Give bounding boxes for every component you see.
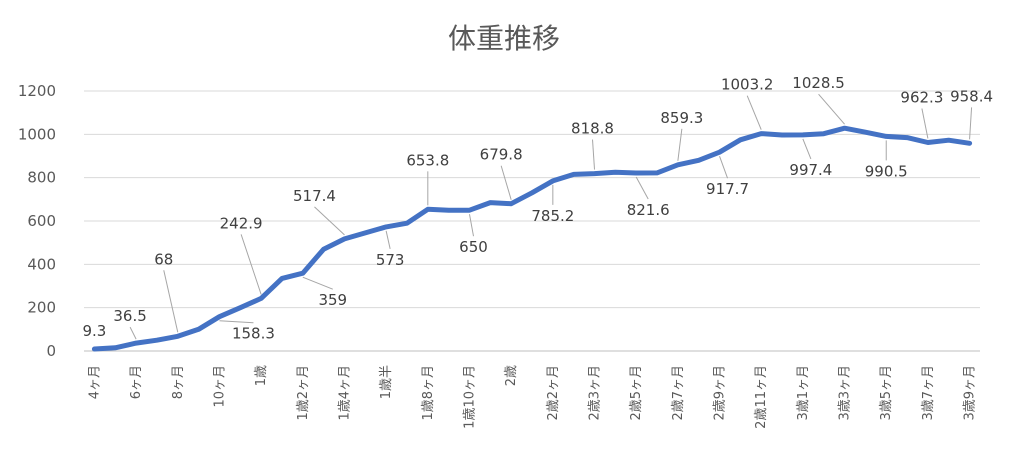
data-label: 573 xyxy=(376,251,405,269)
x-tick-label: 2歳 xyxy=(504,365,519,386)
data-label: 958.4 xyxy=(950,87,993,105)
y-tick-label: 800 xyxy=(27,169,56,187)
x-tick-label: 1歳4ヶ月 xyxy=(337,365,352,421)
x-tick-label: 4ヶ月 xyxy=(87,365,102,399)
x-tick-label: 2歳9ヶ月 xyxy=(713,365,728,421)
data-label: 785.2 xyxy=(531,207,574,225)
data-label: 1003.2 xyxy=(721,76,774,94)
data-label: 859.3 xyxy=(660,109,703,127)
x-tick-label: 2歳5ヶ月 xyxy=(629,365,644,421)
y-tick-label: 600 xyxy=(27,212,56,230)
y-tick-label: 400 xyxy=(27,255,56,273)
y-tick-label: 1200 xyxy=(18,82,56,100)
chart-title: 体重推移 xyxy=(448,22,560,55)
label-leader-lines xyxy=(129,93,973,340)
series-line xyxy=(91,125,973,352)
x-tick-label: 2歳2ヶ月 xyxy=(546,365,561,421)
leader-line xyxy=(677,128,683,161)
leader-line xyxy=(818,93,845,125)
x-tick-label: 1歳 xyxy=(254,365,269,386)
leader-line xyxy=(500,165,512,200)
leader-line xyxy=(302,276,333,290)
x-tick-label: 3歳3ヶ月 xyxy=(838,365,853,421)
leader-line xyxy=(163,270,179,333)
data-label: 68 xyxy=(154,250,173,268)
x-tick-label: 3歳9ヶ月 xyxy=(963,365,978,421)
leader-line xyxy=(129,326,137,340)
data-label: 650 xyxy=(459,238,488,256)
x-tick-label: 6ヶ月 xyxy=(129,365,144,399)
data-label: 242.9 xyxy=(220,214,263,232)
leader-line xyxy=(219,320,254,324)
leader-line xyxy=(969,107,973,140)
gridlines xyxy=(84,90,980,352)
data-labels: 9.3 36.5 68 158.3 242.9 359 517.4 573 653.8 650 67… xyxy=(82,74,993,343)
x-tick-label: 1歳2ヶ月 xyxy=(296,365,311,421)
data-label: 517.4 xyxy=(293,187,336,205)
leader-line xyxy=(802,138,812,160)
data-label: 36.5 xyxy=(113,307,146,325)
leader-line xyxy=(921,108,929,139)
data-label: 679.8 xyxy=(480,146,523,164)
data-label: 997.4 xyxy=(789,161,832,179)
data-label: 818.8 xyxy=(571,120,614,138)
x-tick-label: 2歳7ヶ月 xyxy=(671,365,686,421)
leader-line xyxy=(314,206,345,236)
x-tick-label: 1歳半 xyxy=(379,365,394,399)
data-label: 962.3 xyxy=(900,89,943,107)
leader-line xyxy=(468,214,474,237)
leader-line xyxy=(240,234,262,295)
leader-line xyxy=(746,95,762,130)
y-axis-ticks: 0 200 400 600 800 1000 1200 xyxy=(18,82,56,360)
data-label: 1028.5 xyxy=(792,74,845,92)
x-tick-label: 10ヶ月 xyxy=(212,365,227,408)
x-axis-ticks: 4ヶ月 6ヶ月 8ヶ月 10ヶ月 1歳 1歳2ヶ月 1歳4ヶ月 1歳半 1歳8ヶ月 1歳10ヶ月 2… xyxy=(87,365,977,429)
leader-line xyxy=(592,139,596,170)
data-label: 9.3 xyxy=(82,322,106,340)
x-tick-label: 3歳1ヶ月 xyxy=(796,365,811,421)
leader-line xyxy=(719,155,729,179)
data-label: 158.3 xyxy=(232,325,275,343)
y-tick-label: 1000 xyxy=(18,125,56,143)
leader-line xyxy=(635,176,649,200)
data-label: 821.6 xyxy=(627,201,670,219)
data-label: 990.5 xyxy=(865,162,908,180)
x-tick-label: 8ヶ月 xyxy=(171,365,186,399)
y-tick-label: 0 xyxy=(46,342,56,360)
data-label: 653.8 xyxy=(406,151,449,169)
x-tick-label: 3歳7ヶ月 xyxy=(921,365,936,421)
x-tick-label: 3歳5ヶ月 xyxy=(879,365,894,421)
x-tick-label: 1歳10ヶ月 xyxy=(462,365,477,429)
leader-line xyxy=(385,230,391,249)
y-tick-label: 200 xyxy=(27,299,56,317)
x-tick-label: 2歳3ヶ月 xyxy=(588,365,603,421)
x-tick-label: 2歳11ヶ月 xyxy=(754,365,769,429)
series-line-layer xyxy=(91,125,973,352)
data-label: 917.7 xyxy=(706,180,749,198)
x-tick-label: 1歳8ヶ月 xyxy=(421,365,436,421)
data-label: 359 xyxy=(318,291,347,309)
